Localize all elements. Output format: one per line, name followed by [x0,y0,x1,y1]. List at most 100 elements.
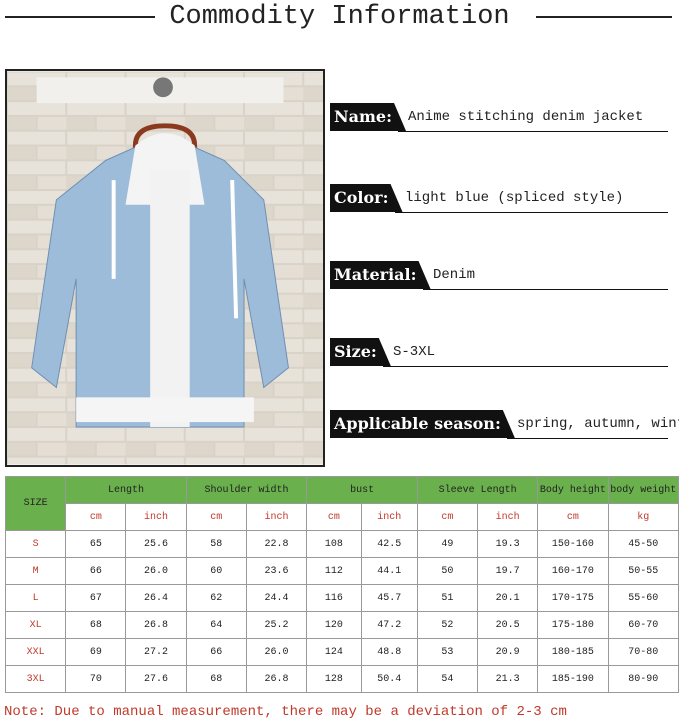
unit-cell: cm [537,503,609,531]
unit-cell: kg [607,503,679,531]
cell: 60 [185,557,247,585]
header-row: SIZE Length Shoulder width bust Sleeve Lengt… [4,476,679,531]
spec-label: Size: [330,338,391,366]
spec-label: Name: [330,103,406,131]
header-cell: Sleeve Length [416,476,539,504]
cell: 45-50 [607,530,679,558]
header-cell: SIZE [4,476,67,531]
size-cell: 3XL [4,665,67,693]
size-cell: M [4,557,67,585]
spec-value: S-3XL [393,344,436,360]
spec-value: spring, autumn, winter [517,416,679,432]
cell: 160-170 [537,557,609,585]
size-cell: L [4,584,67,612]
header-cell: body weight [607,476,679,504]
cell: 64 [185,611,247,639]
unit-cell: cm [185,503,247,531]
cell: 24.4 [245,584,308,612]
header-cell: Length [65,476,187,504]
size-cell: S [4,530,67,558]
spec-row: Material: Denim [330,261,668,291]
title-rule [5,16,155,18]
cell: 185-190 [537,665,609,693]
cell: 68 [65,611,127,639]
cell: 26.4 [125,584,187,612]
cell: 49 [416,530,478,558]
cell: 175-180 [537,611,609,639]
cell: 65 [65,530,127,558]
cell: 51 [416,584,478,612]
cell: 42.5 [360,530,418,558]
cell: 19.7 [476,557,539,585]
cell: 66 [65,557,127,585]
cell: 69 [65,638,127,666]
cell: 22.8 [245,530,308,558]
cell: 44.1 [360,557,418,585]
size-table: SIZE Length Shoulder width bust Sleeve Lengt… [4,476,679,693]
cell: 60-70 [607,611,679,639]
cell: 20.9 [476,638,539,666]
data-row: 3XL 70 27.6 68 26.8 128 50.4 54 21.3 185-190 80-90 [4,665,679,693]
cell: 25.6 [125,530,187,558]
cell: 20.1 [476,584,539,612]
cell: 50 [416,557,478,585]
unit-cell: cm [416,503,478,531]
spec-row: Name: Anime stitching denim jacket [330,103,668,133]
cell: 55-60 [607,584,679,612]
cell: 26.0 [125,557,187,585]
cell: 27.2 [125,638,187,666]
cell: 23.6 [245,557,308,585]
cell: 20.5 [476,611,539,639]
spec-label: Material: [330,261,431,289]
cell: 120 [306,611,362,639]
spec-row: Size: S-3XL [330,338,668,368]
unit-cell: cm [65,503,127,531]
cell: 50-55 [607,557,679,585]
cell: 53 [416,638,478,666]
spec-value: light blue (spliced style) [405,190,624,206]
title-rule [536,16,672,18]
cell: 70 [65,665,127,693]
cell: 128 [306,665,362,693]
title: Commodity Information [169,2,510,32]
cell: 21.3 [476,665,539,693]
header-cell: Shoulder width [185,476,308,504]
data-row: XL 68 26.8 64 25.2 120 47.2 52 20.5 175-180 60-70 [4,611,679,639]
spec-row: Color: light blue (spliced style) [330,184,668,214]
unit-cell: inch [360,503,418,531]
underline [398,131,668,132]
cell: 27.6 [125,665,187,693]
cell: 54 [416,665,478,693]
underline [395,212,668,213]
cell: 58 [185,530,247,558]
unit-cell: inch [125,503,187,531]
unit-cell: cm [306,503,362,531]
unit-row: cm inch cm inch cm inch cm inch cm kg [6,503,679,531]
underline [507,438,668,439]
cell: 26.8 [125,611,187,639]
cell: 150-160 [537,530,609,558]
product-photo [5,69,325,467]
data-row: L 67 26.4 62 24.4 116 45.7 51 20.1 170-175 55-60 [4,584,679,612]
header-cell: bust [306,476,418,504]
unit-cell: inch [476,503,539,531]
size-cell: XL [4,611,67,639]
cell: 26.8 [245,665,308,693]
cell: 124 [306,638,362,666]
spec-label: Color: [330,184,403,212]
size-cell: XXL [4,638,67,666]
cell: 170-175 [537,584,609,612]
cell: 68 [185,665,247,693]
cell: 67 [65,584,127,612]
cell: 19.3 [476,530,539,558]
cell: 26.0 [245,638,308,666]
unit-cell: inch [245,503,308,531]
cell: 116 [306,584,362,612]
cell: 50.4 [360,665,418,693]
underline [423,289,668,290]
data-row: S 65 25.6 58 22.8 108 42.5 49 19.3 150-160 45-50 [4,530,679,558]
note: Note: Due to manual measurement, there m… [4,704,567,720]
underline [383,366,668,367]
cell: 70-80 [607,638,679,666]
